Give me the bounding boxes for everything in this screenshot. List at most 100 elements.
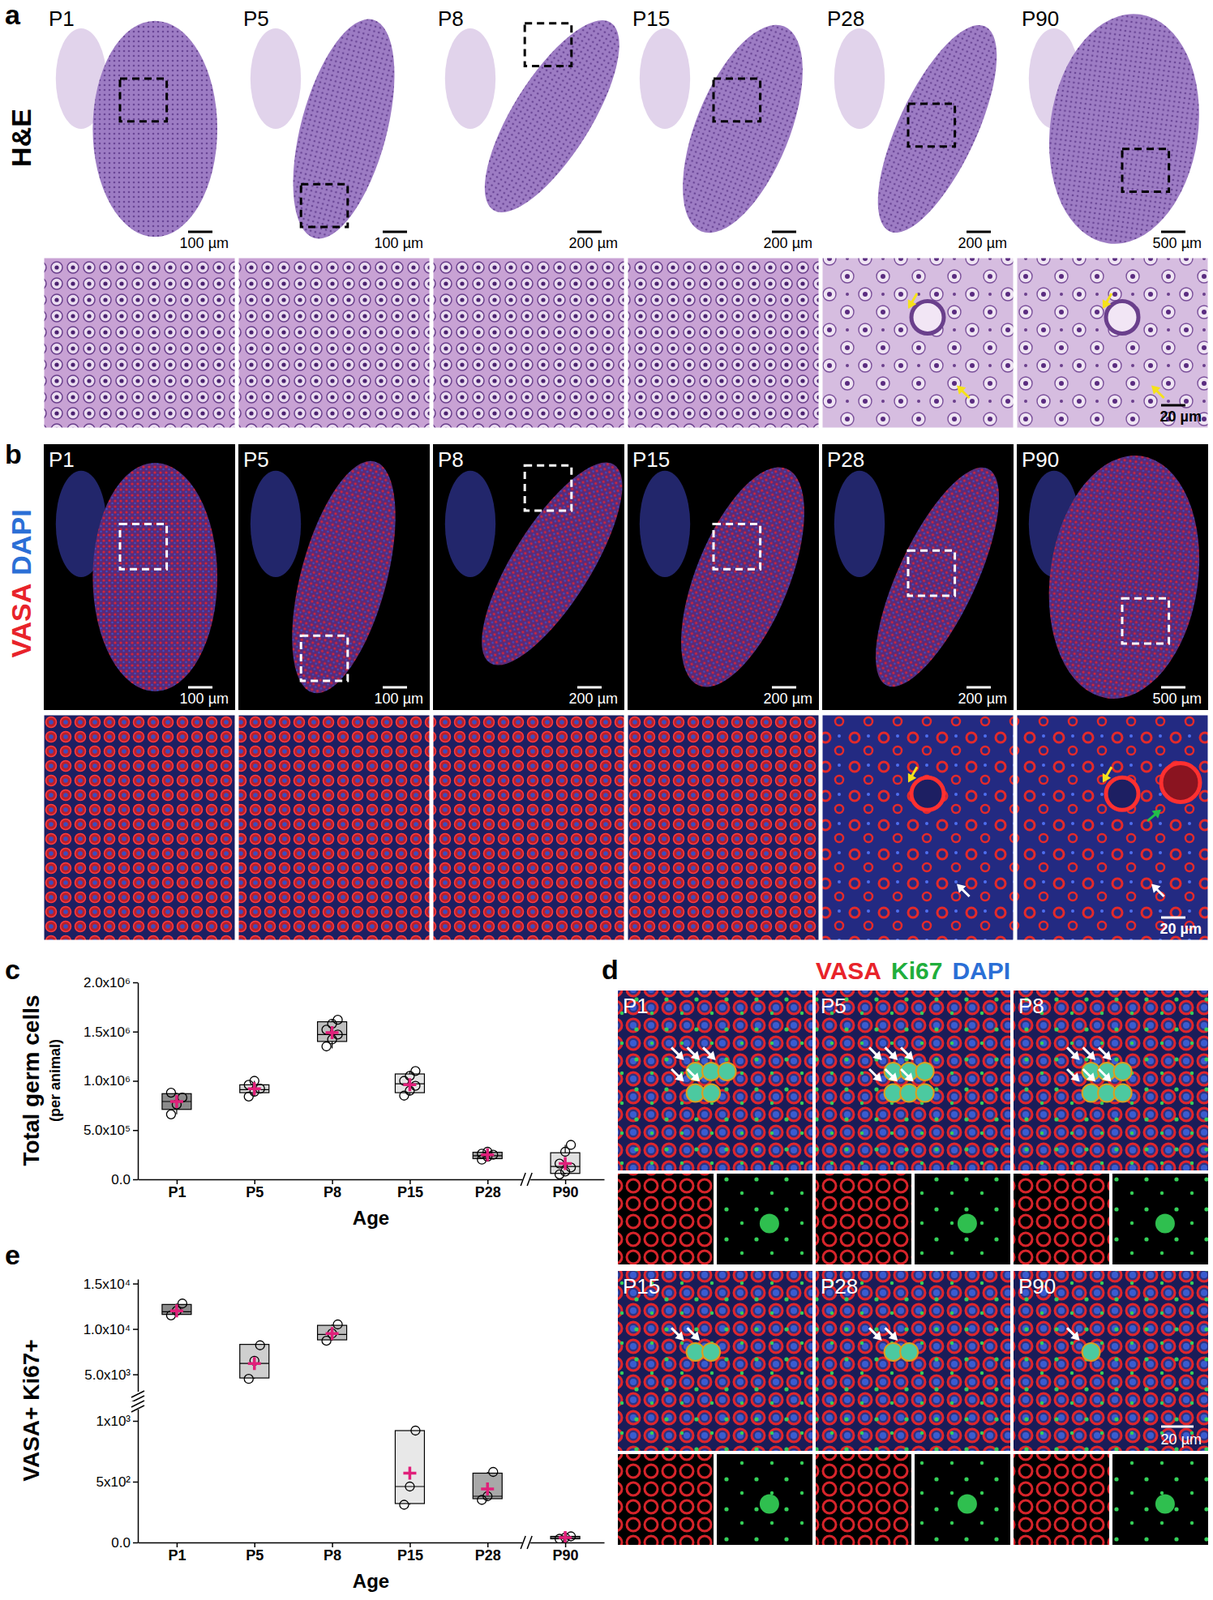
micrograph: P90500 µm <box>1016 444 1213 941</box>
box <box>394 1067 425 1101</box>
ki67-cell <box>916 1084 935 1103</box>
box-body <box>394 1431 425 1505</box>
arrow <box>1063 1044 1084 1064</box>
zoom-image <box>627 715 819 941</box>
arrow-head <box>1070 1332 1084 1346</box>
tick: 5.0x10³ <box>84 1367 138 1384</box>
title-part: DAPI <box>951 957 1011 985</box>
panel-label: b <box>4 438 22 470</box>
mean <box>402 1078 416 1092</box>
point <box>333 1320 343 1330</box>
tick-mark <box>132 1080 138 1083</box>
axis-line <box>137 1280 140 1394</box>
stage-label: P15 <box>632 447 670 472</box>
zoom-box <box>524 23 572 67</box>
box <box>162 1088 192 1120</box>
zoom-box <box>524 465 572 511</box>
stage-label: P8 <box>437 447 464 472</box>
y-axis: 0.05x10²1x10³ <box>95 1410 138 1552</box>
tick-mark <box>132 1130 138 1132</box>
micrograph: P15200 µm <box>627 444 830 941</box>
scale-bar-label: 200 µm <box>569 235 618 252</box>
image <box>815 1271 1011 1452</box>
marks <box>162 1015 580 1180</box>
scale-bar <box>577 686 602 690</box>
micrograph: P8 <box>1013 990 1209 1265</box>
arrow <box>1079 1044 1099 1064</box>
axis-title: Age <box>352 1570 390 1593</box>
point <box>166 1110 176 1119</box>
tick: P5 <box>245 1543 264 1565</box>
tick-label: P8 <box>323 1547 342 1565</box>
ki67-cell <box>702 1084 721 1103</box>
scale-bar-label: 100 µm <box>180 690 229 708</box>
mean <box>558 1531 572 1544</box>
channel-red <box>1013 1454 1110 1546</box>
arrow <box>881 1066 901 1086</box>
arrow-head <box>953 880 967 894</box>
arrow <box>904 764 922 785</box>
mean <box>325 1327 339 1341</box>
stage-label: P28 <box>827 447 865 472</box>
arrow <box>683 1066 703 1086</box>
scale-bar <box>577 231 602 234</box>
channel-green-cell <box>1155 1495 1175 1515</box>
tissue <box>1033 445 1213 709</box>
arrow-head <box>674 1051 688 1065</box>
axis-line <box>138 1543 605 1545</box>
ki67-cell <box>1114 1062 1132 1081</box>
arrow-head <box>904 299 917 312</box>
title-part: Ki67 <box>891 957 943 985</box>
tick: P8 <box>323 1179 342 1201</box>
arrow-head <box>904 1051 918 1065</box>
image-overlay <box>617 1271 813 1452</box>
arrow <box>865 1324 886 1345</box>
scale-bar-label: 20 µm <box>1161 1431 1202 1449</box>
arrow-head <box>674 1332 688 1346</box>
channel-green-cell <box>1155 1214 1175 1235</box>
zoom-image <box>238 715 430 941</box>
point <box>555 1170 565 1179</box>
tick: P15 <box>397 1543 424 1565</box>
image-bg <box>43 3 236 255</box>
zoom-image <box>432 257 625 429</box>
tick: P1 <box>167 1179 186 1201</box>
tick: 0.0 <box>111 1172 138 1188</box>
scale-bar <box>771 686 797 690</box>
tick: 5.0x10⁵ <box>83 1122 138 1139</box>
tissue <box>854 9 1021 248</box>
tick-label: 2.0x10⁶ <box>83 975 131 991</box>
stage-label: P90 <box>1021 6 1059 31</box>
point <box>255 1341 265 1351</box>
tick-mark <box>132 1482 138 1484</box>
x-axis: P1P5P8P15P28P90 <box>138 1179 605 1201</box>
axis-break-line <box>131 1401 145 1413</box>
scale-bar-label: 200 µm <box>763 235 813 252</box>
image-overlay <box>1013 1271 1209 1452</box>
scale-bar-label: 200 µm <box>958 235 1008 252</box>
arrow-head <box>690 1332 704 1346</box>
arrow <box>699 1044 720 1064</box>
micrograph: P28 200 µm <box>822 444 1024 941</box>
mean <box>170 1095 184 1109</box>
image-overlay <box>815 990 1011 1171</box>
axis-title: Total germ cells <box>18 994 44 1166</box>
chart: 5.0x10³1.0x10⁴1.5x10⁴ <box>83 1277 580 1428</box>
tick-label: 1.5x10⁶ <box>83 1024 131 1041</box>
channel-green <box>716 1454 813 1546</box>
tick-label: 1x10³ <box>95 1414 131 1430</box>
box <box>472 1468 502 1506</box>
tick: 1.5x10⁴ <box>83 1277 138 1293</box>
scale-bar-label: 200 µm <box>958 690 1008 708</box>
micrograph: P1 <box>617 990 813 1265</box>
box <box>472 1147 502 1165</box>
image-bg <box>43 444 236 711</box>
scale-bar-label: 100 µm <box>374 690 424 708</box>
micrograph: P28 <box>815 1271 1011 1546</box>
tick-label: P5 <box>245 1547 264 1565</box>
box <box>240 1341 270 1384</box>
arrow-head <box>1098 773 1111 786</box>
ki67-cell <box>1114 1084 1132 1103</box>
axis-break <box>520 1536 532 1550</box>
axis-title: VASA+ Ki67+ <box>18 1339 44 1482</box>
